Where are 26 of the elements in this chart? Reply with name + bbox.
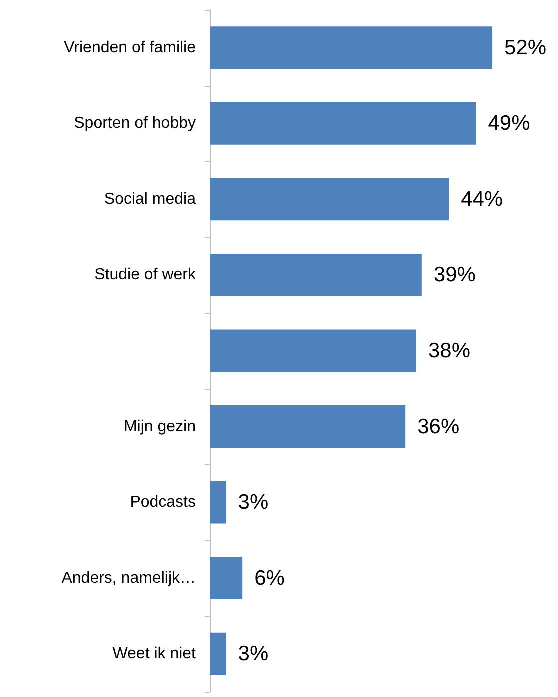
bar	[210, 330, 416, 372]
data-label: 39%	[434, 264, 476, 287]
data-label: 49%	[488, 112, 530, 136]
y-tick-label: Social media	[104, 190, 196, 208]
y-tick-label: Studie of werk	[94, 266, 197, 284]
data-label: 36%	[418, 415, 460, 438]
y-tick-label: Podcasts	[130, 494, 196, 512]
bar	[210, 102, 476, 145]
bar	[210, 178, 450, 221]
data-label: 44%	[461, 188, 504, 211]
data-label: 3%	[238, 491, 269, 514]
data-label: 38%	[428, 340, 470, 362]
data-label: 6%	[254, 566, 285, 590]
data-label: 3%	[238, 642, 269, 666]
bar	[210, 406, 406, 448]
y-tick-label: Mijn gezin	[124, 418, 196, 436]
data-label: 52%	[504, 36, 547, 60]
bar	[210, 557, 243, 600]
y-tick-label: Sporten of hobby	[74, 115, 196, 132]
y-tick-label: Vrienden of familie	[64, 39, 196, 56]
bar	[210, 632, 226, 676]
bar	[210, 26, 493, 70]
y-tick-label: Anders, namelijk…	[62, 570, 196, 587]
bar	[210, 254, 422, 296]
y-tick-label: Weet ik niet	[112, 646, 197, 663]
bar	[210, 481, 226, 524]
